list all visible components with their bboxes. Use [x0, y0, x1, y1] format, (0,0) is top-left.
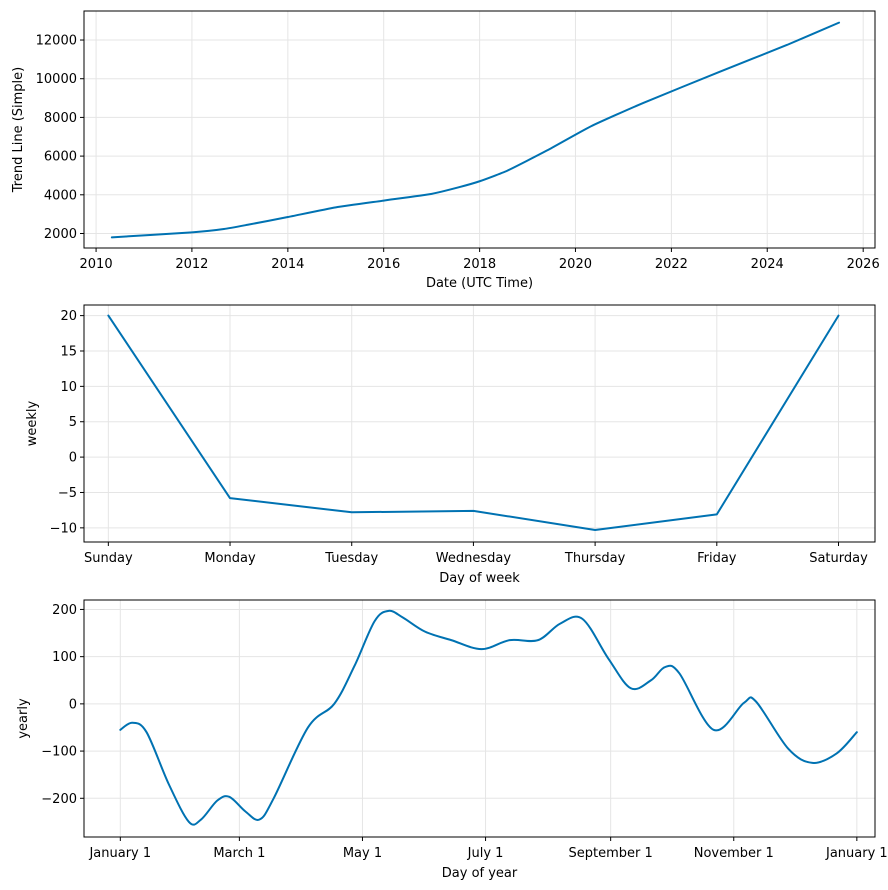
x-tick-label: Saturday [809, 551, 868, 566]
x-tick-label: Monday [204, 551, 256, 566]
x-tick-label: 2014 [271, 257, 304, 272]
x-tick-label: July 1 [467, 846, 504, 861]
weekly-axes-frame [83, 304, 876, 543]
trend-x-axis-label: Date (UTC Time) [426, 276, 533, 291]
y-tick-label: 6000 [44, 150, 77, 165]
x-tick-label: November 1 [694, 846, 774, 861]
x-tick-label: 2016 [367, 257, 400, 272]
y-tick-label: 100 [52, 650, 77, 665]
y-tick-label: 10000 [36, 72, 77, 87]
x-tick-label: Thursday [564, 551, 626, 566]
y-tick-label: 15 [60, 344, 77, 359]
y-tick-label: 12000 [36, 34, 77, 49]
trend-y-axis-label: Trend Line (Simple) [11, 67, 26, 193]
yearly-ticks: January 1 March 1 May 1 July 1 September 1 No… [41, 603, 887, 861]
weekly-ticks: Sunday Monday Tuesday Wednesday Thursday Frid… [50, 309, 869, 566]
x-tick-label: 2026 [847, 257, 880, 272]
x-tick-label: Friday [697, 551, 737, 566]
yearly-series-line [119, 609, 858, 826]
x-tick-label: 2024 [751, 257, 784, 272]
yearly-grid [84, 600, 875, 837]
y-tick-label: 10 [60, 380, 77, 395]
x-tick-label: 2012 [175, 257, 208, 272]
y-tick-label: −100 [41, 745, 77, 760]
x-tick-label: January 1 [88, 846, 151, 861]
x-tick-label: May 1 [343, 846, 382, 861]
x-tick-label: January 1 [825, 846, 888, 861]
weekly-x-axis-label: Day of week [439, 571, 520, 586]
x-tick-label: 2018 [463, 257, 496, 272]
trend-panel: 2010 2012 2014 2016 2018 2020 2022 2024 2026 2000… [11, 10, 880, 291]
trend-line-layer [110, 21, 841, 239]
yearly-y-axis-label: yearly [16, 698, 31, 739]
weekly-y-axis-label: weekly [25, 400, 40, 446]
y-tick-label: 20 [60, 309, 77, 324]
y-tick-label: −5 [58, 486, 77, 501]
trend-series-line [110, 21, 841, 239]
x-tick-label: March 1 [213, 846, 265, 861]
weekly-grid [84, 305, 875, 542]
y-tick-label: 4000 [44, 188, 77, 203]
y-tick-label: 2000 [44, 227, 77, 242]
x-tick-label: 2022 [655, 257, 688, 272]
weekly-series-line [107, 314, 840, 531]
x-tick-label: 2020 [559, 257, 592, 272]
weekly-panel: Sunday Monday Tuesday Wednesday Thursday Frid… [25, 304, 876, 586]
x-tick-label: Tuesday [324, 551, 378, 566]
x-tick-label: 2010 [80, 257, 113, 272]
yearly-line-layer [119, 609, 858, 826]
weekly-line-layer [107, 314, 840, 531]
y-tick-label: −200 [41, 792, 77, 807]
yearly-x-axis-label: Day of year [442, 866, 518, 881]
y-tick-label: 0 [69, 451, 77, 466]
trend-ticks: 2010 2012 2014 2016 2018 2020 2022 2024 2026 2000… [36, 34, 880, 272]
y-tick-label: −10 [50, 521, 77, 536]
y-tick-label: 8000 [44, 111, 77, 126]
x-tick-label: Wednesday [436, 551, 512, 566]
trend-grid [84, 11, 875, 248]
yearly-panel: January 1 March 1 May 1 July 1 September 1 No… [16, 599, 888, 881]
yearly-axes-frame [83, 599, 876, 838]
y-tick-label: 0 [69, 697, 77, 712]
y-tick-label: 200 [52, 603, 77, 618]
x-tick-label: Sunday [84, 551, 133, 566]
x-tick-label: September 1 [569, 846, 653, 861]
y-tick-label: 5 [69, 415, 77, 430]
